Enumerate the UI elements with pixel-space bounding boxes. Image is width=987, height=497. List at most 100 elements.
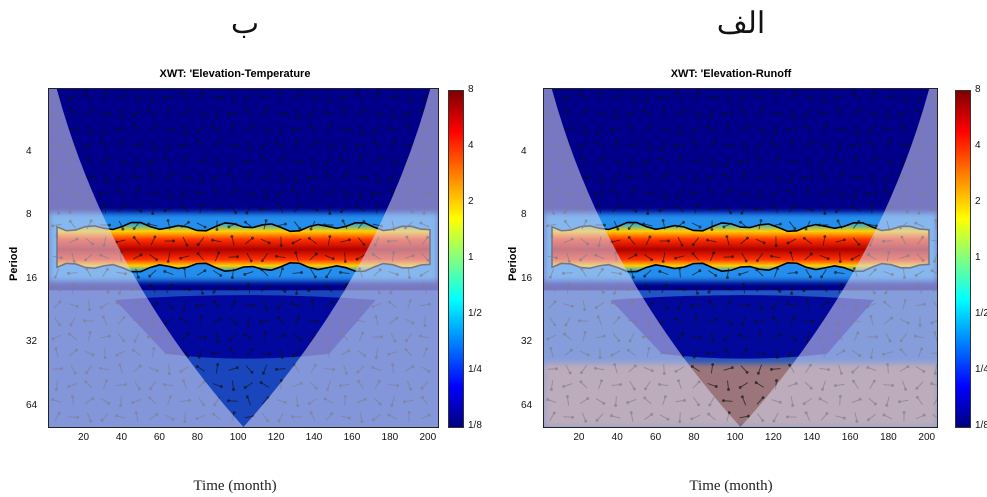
colorbar-tick-label: 1: [975, 252, 981, 263]
phase-arrow: [870, 172, 874, 182]
phase-arrow: [788, 221, 796, 229]
phase-arrow: [359, 188, 363, 198]
x-tick-label: 100: [726, 432, 744, 443]
phase-arrow: [755, 95, 765, 99]
phase-arrow-head: [626, 174, 629, 178]
phase-arrow-head: [299, 338, 303, 342]
wavelet-power-svg: [544, 89, 937, 427]
phase-arrow: [149, 269, 157, 277]
phase-arrow: [276, 286, 286, 292]
phase-arrow: [340, 158, 350, 164]
phase-arrow-head: [186, 332, 190, 335]
phase-arrow-head: [379, 157, 383, 161]
phase-arrow: [183, 124, 187, 134]
phase-arrow-head: [715, 95, 718, 99]
phase-arrow-head: [775, 379, 778, 382]
phase-arrow-head: [211, 177, 215, 181]
phase-arrow: [739, 334, 749, 340]
phase-arrow-head: [331, 146, 335, 150]
phase-arrow: [133, 93, 141, 101]
phase-arrow-head: [260, 268, 264, 272]
phase-arrow: [228, 111, 238, 115]
phase-arrow: [276, 223, 286, 227]
phase-arrow: [293, 333, 301, 341]
phase-arrow: [790, 252, 794, 262]
phase-arrow-head: [856, 131, 860, 135]
phase-arrow: [404, 144, 414, 146]
phase-arrow: [835, 158, 845, 164]
phase-arrow-head: [179, 143, 182, 147]
phase-arrow-head: [165, 147, 169, 151]
phase-arrow: [183, 156, 187, 166]
phase-arrow-head: [420, 108, 423, 112]
phase-arrow: [341, 189, 349, 197]
phase-arrow: [804, 253, 812, 261]
phase-arrow-head: [259, 207, 262, 211]
phase-arrow-head: [297, 115, 301, 119]
phase-arrow-head: [212, 290, 216, 294]
phase-arrow-head: [618, 93, 622, 97]
phase-arrow-head: [150, 99, 154, 103]
phase-arrow-head: [872, 179, 875, 183]
phase-arrow: [755, 286, 765, 292]
phase-arrow-head: [755, 268, 759, 272]
phase-arrow-head: [244, 107, 248, 111]
phase-arrow: [85, 125, 93, 133]
phase-arrow: [675, 255, 685, 259]
phase-arrow: [757, 108, 763, 118]
phase-arrow: [739, 271, 749, 275]
phase-arrow-head: [787, 354, 791, 358]
phase-arrow: [295, 172, 299, 182]
phase-arrow-head: [179, 256, 183, 260]
phase-arrow-head: [778, 333, 782, 337]
phase-arrow-head: [250, 370, 254, 374]
phase-arrow: [902, 124, 906, 134]
phase-arrow-head: [792, 315, 796, 319]
phase-arrow: [855, 156, 857, 166]
phase-arrow-head: [675, 204, 679, 208]
phase-arrow-head: [261, 155, 265, 159]
phase-arrow: [325, 285, 333, 293]
phase-arrow-head: [279, 244, 283, 247]
phase-arrow-head: [235, 366, 239, 370]
phase-arrow: [710, 364, 714, 374]
phase-arrow-head: [331, 189, 335, 193]
phase-arrow: [406, 93, 412, 101]
phase-arrow: [228, 143, 238, 147]
phase-arrow: [756, 125, 764, 133]
phase-arrow: [132, 254, 142, 260]
phase-arrow-head: [347, 238, 351, 242]
phase-arrow-head: [747, 303, 750, 307]
phase-arrow-head: [227, 399, 230, 403]
phase-arrow: [741, 204, 747, 214]
phase-arrow-head: [236, 255, 239, 259]
phase-arrow: [228, 256, 238, 258]
phase-arrow-head: [698, 336, 702, 340]
phase-arrow: [180, 255, 190, 259]
phase-arrow: [340, 272, 350, 274]
phase-arrow: [278, 204, 284, 214]
x-tick-label: 120: [267, 432, 285, 443]
phase-arrow: [230, 156, 236, 166]
phase-arrow: [180, 288, 190, 290]
wavelet-power-svg: [49, 89, 438, 427]
phase-arrow: [772, 317, 780, 325]
phase-arrow-head: [214, 115, 218, 119]
phase-arrow: [726, 236, 730, 246]
phase-arrow-head: [762, 352, 766, 356]
phase-arrow-head: [139, 209, 143, 213]
phase-arrow: [565, 108, 571, 118]
phase-arrow-head: [714, 206, 718, 210]
phase-arrow-head: [227, 286, 231, 290]
phase-arrow: [132, 206, 142, 212]
phase-arrow: [308, 142, 318, 148]
phase-arrow-head: [300, 271, 303, 275]
phase-arrow: [646, 92, 650, 102]
phase-arrow: [277, 190, 285, 196]
phase-arrow-head: [282, 155, 285, 159]
phase-arrow: [244, 415, 254, 419]
phase-arrow-head: [315, 141, 319, 145]
phase-arrow-head: [754, 320, 758, 324]
phase-arrow: [708, 141, 716, 149]
phase-arrow-head: [739, 107, 743, 111]
